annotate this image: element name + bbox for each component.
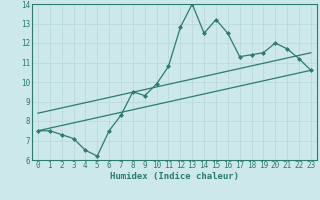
X-axis label: Humidex (Indice chaleur): Humidex (Indice chaleur)	[110, 172, 239, 181]
